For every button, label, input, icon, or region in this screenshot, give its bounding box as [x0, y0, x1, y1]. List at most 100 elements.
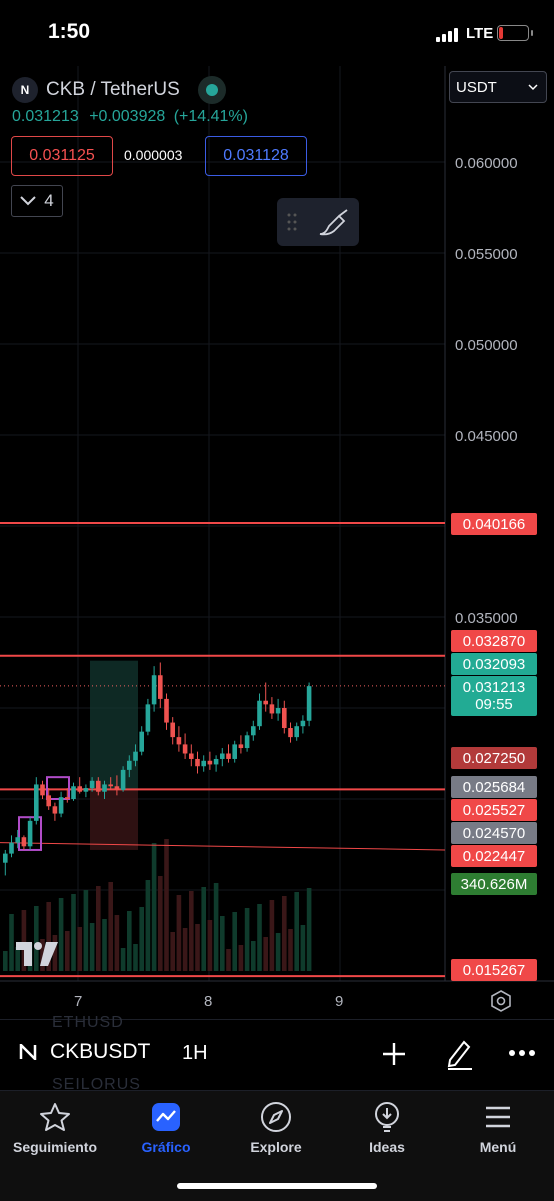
chart-settings-icon[interactable]: [490, 990, 512, 1012]
ghost-symbol: SEILORUS: [52, 1076, 141, 1093]
candle-body: [46, 795, 51, 807]
currency-value: USDT: [456, 78, 497, 96]
level-badge: 0.032870: [451, 630, 537, 652]
volume-bar: [102, 919, 107, 971]
candle-body: [89, 780, 95, 789]
network-label: LTE: [466, 25, 494, 42]
volume-bar: [83, 890, 89, 971]
trendline: [0, 842, 446, 851]
symbol-toolbar: ETHUSD SEILORUS: [0, 1014, 554, 1093]
candle-body: [251, 726, 256, 736]
home-indicator: [177, 1183, 377, 1189]
candle-body: [182, 744, 188, 754]
level-badge: 0.025684: [451, 776, 537, 798]
nav-item-menu[interactable]: Menú: [443, 1099, 553, 1155]
candle-body: [220, 753, 225, 759]
interval-button[interactable]: 1H: [182, 1042, 208, 1064]
candle-body: [195, 758, 200, 767]
sell-button[interactable]: 0.031125: [11, 136, 113, 176]
volume-bar: [164, 839, 169, 971]
candle-body: [257, 700, 262, 727]
candle-body: [244, 735, 250, 749]
ckb-logo-icon: N: [12, 77, 38, 103]
candle-body: [52, 806, 58, 814]
level-badge: 0.025527: [451, 799, 537, 821]
volume-bar: [226, 949, 231, 971]
candle-body: [71, 786, 76, 799]
candle-body: [189, 753, 194, 759]
candle-body: [269, 704, 275, 714]
nav-item-explore[interactable]: Explore: [221, 1099, 331, 1155]
price-change-pct: (+14.41%): [173, 108, 248, 125]
candle-body: [201, 760, 206, 767]
price-change: +0.003928: [89, 108, 166, 125]
high-badge: 0.032093: [451, 653, 537, 675]
candle-body: [133, 751, 138, 761]
level-badge: 0.022447: [451, 845, 537, 867]
nav-item-grafico[interactable]: Gráfico: [111, 1099, 221, 1155]
chevron-down-icon: [20, 196, 36, 206]
volume-bar: [244, 908, 250, 971]
candle-body: [3, 853, 8, 863]
more-options-icon[interactable]: [509, 1049, 535, 1057]
chart-icon: [152, 1103, 180, 1131]
long-position-loss-zone: [90, 789, 138, 850]
volume-bar: [251, 941, 256, 971]
candle-body: [114, 786, 120, 790]
level-badge: 0.015267: [451, 959, 537, 981]
candle-body: [127, 760, 132, 770]
volume-bar: [176, 895, 182, 971]
time-tick: 8: [204, 993, 213, 1010]
volume-bar: [21, 910, 27, 971]
ghost-symbol: ETHUSD: [52, 1014, 124, 1031]
symbol-header[interactable]: N CKB / TetherUS: [12, 77, 218, 103]
nav-label: Seguimiento: [12, 1139, 97, 1155]
draw-pencil-icon[interactable]: [444, 1038, 474, 1070]
level-badge: 0.024570: [451, 822, 537, 844]
nav-item-ideas[interactable]: Ideas: [332, 1099, 442, 1155]
price-chart[interactable]: [0, 66, 554, 986]
candle-body: [263, 700, 268, 705]
volume-bar: [77, 927, 82, 971]
volume-bar: [182, 928, 188, 971]
volume-bar: [269, 900, 275, 971]
ckb-logo-icon: [16, 1040, 40, 1064]
chevron-down-icon: [528, 83, 538, 90]
candle-body: [213, 758, 219, 765]
compass-icon: [261, 1102, 291, 1132]
price-tick: 0.060000: [455, 155, 518, 172]
add-icon[interactable]: [381, 1041, 407, 1067]
level-badge: 0.027250: [451, 747, 537, 769]
candle-body: [83, 788, 89, 792]
drag-handle-icon[interactable]: [287, 212, 297, 232]
buy-button[interactable]: 0.031128: [205, 136, 307, 176]
candle-body: [232, 744, 237, 759]
volume-bar: [306, 888, 312, 971]
nav-label: Explore: [250, 1139, 302, 1155]
volume-bar: [127, 911, 132, 971]
status-time: 1:50: [48, 20, 91, 43]
quote-row: 0.031213 +0.003928 (+14.41%): [12, 108, 248, 126]
volume-bar: [207, 920, 213, 971]
candle-body: [58, 797, 64, 814]
symbol-search-button[interactable]: CKBUSDT: [16, 1040, 150, 1064]
candle-body: [27, 820, 33, 847]
candle-body: [170, 722, 175, 738]
candle-body: [77, 786, 82, 792]
volume-bar: [58, 898, 64, 971]
candle-body: [40, 784, 45, 796]
volume-bar: [120, 948, 126, 971]
currency-select[interactable]: USDT: [449, 71, 547, 103]
brush-icon[interactable]: [317, 208, 353, 238]
price-tick: 0.050000: [455, 337, 518, 354]
volume-bar: [15, 947, 20, 971]
indicators-toggle-button[interactable]: 4: [11, 185, 63, 217]
candle-body: [306, 686, 312, 721]
candle-body: [294, 726, 299, 738]
last-price-value: 0.031213: [462, 679, 526, 696]
volume-bar: [108, 882, 113, 971]
nav-item-seguimiento[interactable]: Seguimiento: [0, 1099, 110, 1155]
candle-body: [65, 797, 70, 799]
volume-bar: [257, 904, 262, 971]
drawing-toolbar[interactable]: [277, 198, 359, 246]
